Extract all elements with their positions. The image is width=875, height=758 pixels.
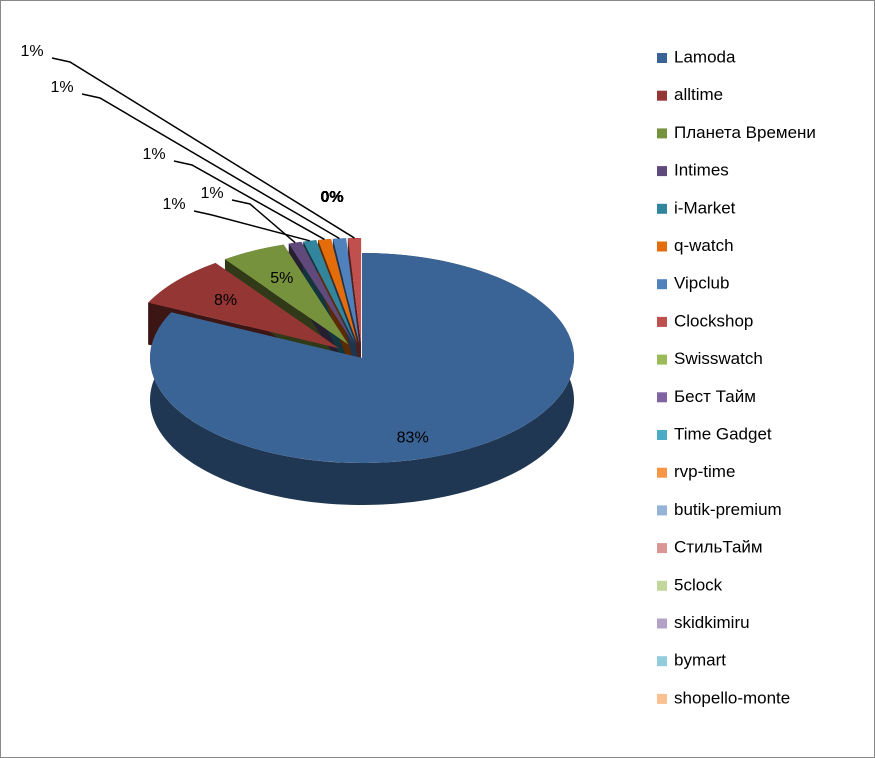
leader-line <box>231 199 296 244</box>
legend-label: Планета Времени <box>674 123 816 142</box>
data-label: 1% <box>20 43 43 60</box>
data-label: 0% <box>320 189 343 206</box>
leader-line <box>193 210 310 242</box>
legend-swatch <box>657 53 667 63</box>
data-label: 0% <box>320 189 343 206</box>
legend-swatch <box>657 279 667 290</box>
legend-swatch <box>657 354 667 365</box>
data-label: 0% <box>320 189 343 206</box>
data-label: 1% <box>162 196 185 213</box>
data-label: 8% <box>214 292 237 309</box>
slice <box>148 263 340 349</box>
slice <box>347 238 362 344</box>
legend-label: butik-premium <box>674 500 782 519</box>
legend-label: alltime <box>674 85 723 104</box>
data-label: 5% <box>270 270 293 287</box>
legend-swatch <box>657 505 667 516</box>
legend-swatch <box>657 543 667 554</box>
legend-swatch <box>657 580 667 591</box>
slice <box>149 253 574 463</box>
legend-label: Vipclub <box>674 274 729 293</box>
legend-label: Clockshop <box>674 311 753 330</box>
data-label: 0% <box>320 189 343 206</box>
data-label: 0% <box>320 189 343 206</box>
leader-line <box>81 93 340 240</box>
legend-swatch <box>657 241 667 252</box>
legend-swatch <box>657 656 667 667</box>
legend-label: bymart <box>674 651 726 670</box>
legend-label: Intimes <box>674 161 729 180</box>
slice <box>318 238 358 344</box>
legend-label: q-watch <box>674 236 734 255</box>
leader-line <box>51 57 355 239</box>
legend-swatch <box>657 316 667 327</box>
slice <box>288 241 354 344</box>
slice <box>224 244 349 345</box>
legend-swatch <box>657 430 667 440</box>
data-label: 83% <box>397 429 429 446</box>
legend-label: Lamoda <box>674 47 736 66</box>
legend-label: skidkimiru <box>674 613 750 632</box>
legend-swatch <box>657 203 667 214</box>
data-label: 1% <box>50 79 73 96</box>
legend-swatch <box>657 166 667 177</box>
data-label: 0% <box>320 189 343 206</box>
data-label: 0% <box>320 189 343 206</box>
legend-swatch <box>657 618 667 629</box>
legend-swatch <box>657 90 667 101</box>
slice <box>303 240 356 344</box>
legend-label: shopello-monte <box>674 688 790 707</box>
legend-label: Бест Тайм <box>674 387 756 406</box>
legend-swatch <box>657 693 667 704</box>
legend-label: СтильТайм <box>674 538 763 557</box>
data-label: 0% <box>320 189 343 206</box>
legend-label: rvp-time <box>674 462 735 481</box>
data-label: 1% <box>142 146 165 163</box>
legend-swatch <box>657 392 667 403</box>
slice <box>332 238 360 344</box>
data-label: 1% <box>200 185 223 202</box>
legend-label: Time Gadget <box>674 424 772 443</box>
legend-label: Swisswatch <box>674 349 763 368</box>
data-label: 0% <box>320 189 343 206</box>
legend-swatch <box>657 128 667 139</box>
legend-label: i-Market <box>674 198 736 217</box>
leader-line <box>173 160 325 241</box>
legend-swatch <box>657 467 667 478</box>
data-label: 0% <box>320 189 343 206</box>
legend-label: 5clock <box>674 575 723 594</box>
